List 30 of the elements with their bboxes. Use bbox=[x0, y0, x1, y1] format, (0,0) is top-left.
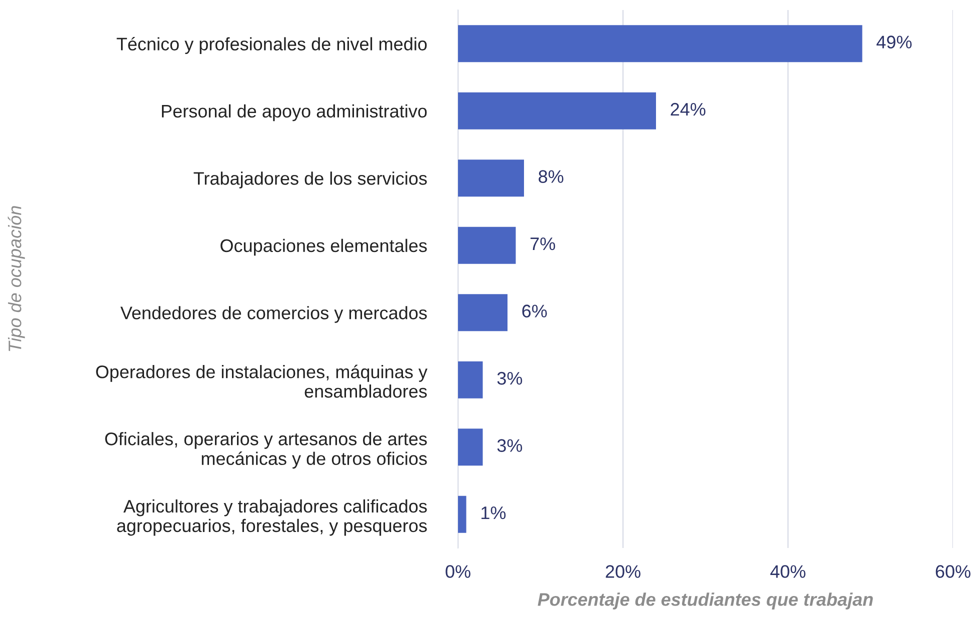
data-label: 8% bbox=[538, 170, 564, 183]
bar bbox=[458, 496, 466, 533]
bar bbox=[458, 294, 508, 332]
y-tick-label: Trabajadores de los servicios bbox=[194, 172, 427, 188]
data-label: 49% bbox=[876, 36, 912, 48]
data-label: 1% bbox=[482, 506, 506, 520]
bar bbox=[458, 226, 516, 264]
y-tick-label: Agricultores y trabajadores calificados agropecuarios, forestales, y pesqueros bbox=[117, 499, 427, 536]
x-tick-label: 60% bbox=[936, 565, 970, 578]
x-tick-label: 40% bbox=[770, 565, 806, 578]
y-tick-label: Personal de apoyo administrativo bbox=[162, 104, 427, 122]
y-tick-label: Técnico y profesionales de nivel medio bbox=[116, 36, 427, 54]
data-label: 6% bbox=[522, 304, 547, 318]
bar bbox=[458, 25, 862, 62]
y-tick-label: Oficiales, operarios y artesanos de artes mecánicas y de otros oficios bbox=[105, 432, 427, 469]
x-tick-label: 20% bbox=[606, 565, 640, 578]
bar bbox=[458, 160, 524, 197]
y-tick-label: Ocupaciones elementales bbox=[220, 238, 427, 256]
x-tick-label: 0% bbox=[446, 565, 470, 578]
data-label: 7% bbox=[530, 238, 556, 250]
data-label: 3% bbox=[497, 439, 522, 452]
y-tick-label: Vendedores de comercios y mercados bbox=[120, 306, 427, 323]
y-tick-label: Operadores de instalaciones, máquinas y ensambladores bbox=[96, 364, 428, 398]
data-label: 24% bbox=[670, 102, 706, 116]
y-axis-title: Tipo de ocupación bbox=[8, 206, 25, 352]
bar bbox=[458, 361, 483, 398]
bar bbox=[458, 92, 656, 130]
x-axis-title: Porcentaje de estudiantes que trabajan bbox=[538, 592, 873, 610]
data-label: 3% bbox=[497, 372, 522, 385]
bar bbox=[458, 428, 483, 466]
